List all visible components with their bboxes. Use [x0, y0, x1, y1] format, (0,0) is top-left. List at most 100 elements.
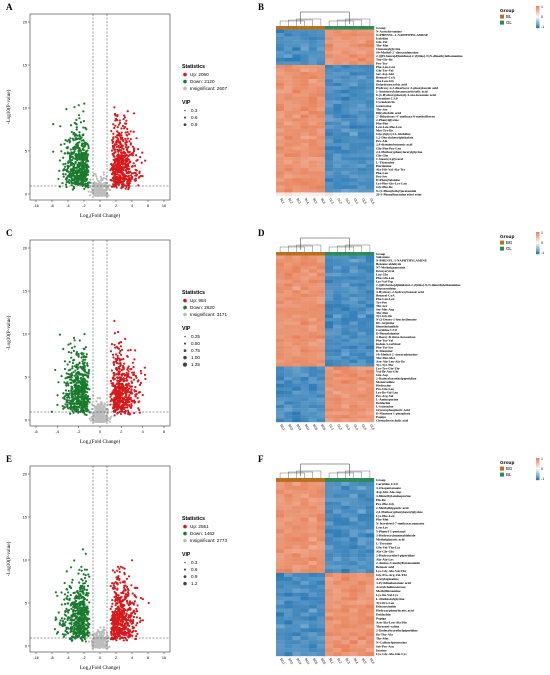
up-point: [116, 126, 119, 129]
down-point: [76, 384, 80, 387]
heatmap-cell: [325, 293, 334, 298]
down-point: [65, 384, 68, 387]
heatmap-cell: [308, 269, 318, 274]
up-point: [124, 391, 127, 394]
heatmap-cell: [349, 82, 358, 87]
heatmap-cell: [325, 142, 334, 147]
heatmap-cell: [292, 54, 301, 59]
heatmap-cell: [349, 132, 358, 136]
heatmap-cell: [300, 139, 309, 144]
heatmap-cell: [316, 139, 326, 144]
column-label: GL3: [345, 198, 352, 205]
heatmap-cell: [341, 125, 350, 129]
down-point: [79, 587, 82, 590]
heatmap-cell: [325, 164, 334, 168]
heatmap-cell: [276, 72, 285, 76]
heatmap-cell: [292, 103, 301, 108]
down-point: [83, 381, 87, 384]
down-point: [75, 409, 79, 412]
heatmap-cell: [276, 283, 285, 287]
heatmap-cell: [316, 82, 326, 87]
down-point: [69, 412, 72, 415]
up-point: [128, 602, 132, 605]
down-point: [70, 351, 73, 354]
up-point: [111, 353, 115, 356]
up-point: [114, 178, 118, 181]
heatmap-cell: [325, 100, 334, 105]
down-point: [83, 368, 86, 372]
down-point: [79, 121, 83, 124]
down-point: [66, 598, 69, 601]
heatmap-cell: [276, 310, 285, 315]
column-label: BL4: [304, 198, 310, 205]
heatmap-cell: [308, 121, 318, 126]
down-point: [86, 624, 89, 628]
down-point: [62, 392, 65, 395]
down-point: [78, 392, 81, 396]
down-point: [61, 620, 65, 623]
down-point: [66, 376, 69, 379]
dendrogram-leaf: [296, 244, 301, 252]
heatmap-cell: [357, 317, 367, 322]
insignificant-point: [105, 646, 108, 649]
down-point: [71, 182, 74, 185]
down-point: [67, 395, 70, 398]
down-point: [71, 361, 75, 365]
color-scale-step: [536, 23, 540, 25]
up-point: [119, 345, 123, 348]
up-point: [126, 409, 130, 412]
color-scale-step: [536, 9, 540, 11]
heatmap-cell: [308, 33, 318, 37]
up-point: [128, 393, 131, 397]
insignificant-point: [96, 179, 99, 182]
row-label: Gly-Phe-Ile: [376, 185, 393, 189]
up-point: [141, 175, 144, 178]
heatmap-cell: [325, 118, 334, 122]
vip-title: VIP: [182, 100, 191, 106]
heatmap-cell: [349, 103, 358, 108]
down-point: [58, 159, 62, 162]
heatmap-cell: [365, 310, 375, 315]
down-point: [61, 182, 64, 185]
up-point: [127, 154, 130, 158]
up-point: [115, 635, 118, 638]
up-point: [111, 602, 114, 605]
heatmap-cell: [333, 75, 342, 80]
down-point: [57, 611, 60, 614]
up-point: [123, 573, 126, 576]
heatmap-cell: [365, 283, 375, 287]
heatmap-cell: [357, 57, 367, 62]
down-point: [70, 346, 74, 349]
down-point: [69, 148, 72, 151]
down-point: [80, 144, 83, 147]
heatmap-cell: [276, 43, 285, 48]
up-point: [118, 164, 121, 167]
down-point: [80, 387, 83, 390]
heatmap-cell: [349, 265, 358, 270]
down-point: [78, 581, 81, 584]
down-point: [67, 602, 70, 605]
insignificant-point: [102, 646, 105, 649]
heatmap-cell: [349, 79, 358, 83]
down-point: [88, 623, 91, 626]
heatmap-cell: [357, 297, 367, 301]
down-point: [83, 409, 86, 412]
up-point: [123, 116, 127, 119]
heatmap-cell: [325, 121, 334, 126]
down-point: [65, 399, 68, 402]
heatmap-cell: [292, 93, 301, 98]
row-label: Ala-Leu-Gly: [376, 79, 394, 83]
down-point: [72, 139, 75, 142]
dendrogram-leaf: [300, 20, 305, 26]
heatmap-cell: [365, 167, 375, 172]
x-tick-label: 8: [147, 204, 149, 208]
up-point: [126, 134, 129, 137]
up-point: [112, 356, 115, 359]
heatmap-cell: [316, 279, 326, 284]
down-point: [86, 627, 89, 630]
insignificant-point: [101, 408, 104, 412]
up-point: [126, 150, 130, 153]
down-point: [83, 628, 86, 631]
up-point: [120, 603, 123, 606]
up-point: [130, 614, 133, 617]
